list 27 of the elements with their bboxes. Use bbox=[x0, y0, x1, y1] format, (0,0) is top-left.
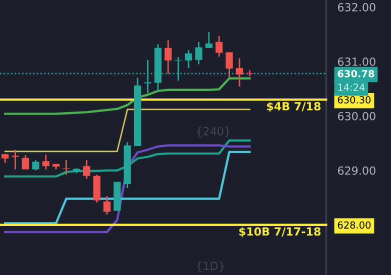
candlestick bbox=[216, 35, 223, 58]
text: 14:24 bbox=[338, 84, 365, 91]
y-tick-label: 630.30 bbox=[338, 96, 371, 104]
ref-line-label: $10B 7/17-18 bbox=[239, 227, 321, 238]
candlestick bbox=[184, 49, 192, 69]
candlestick bbox=[226, 52, 233, 79]
y-tick-label: 630.78 bbox=[338, 70, 374, 78]
candlestick bbox=[205, 31, 212, 49]
ref-line-label: $4B 7/18 bbox=[267, 102, 321, 112]
y-tick-label: 629.00 bbox=[338, 166, 376, 175]
candlestick bbox=[236, 58, 244, 88]
line-series bbox=[4, 77, 251, 115]
y-tick-label: 631.00 bbox=[338, 58, 376, 66]
y-tick-label: 628.00 bbox=[338, 221, 371, 229]
candlestick bbox=[32, 159, 40, 172]
candlestick bbox=[144, 59, 152, 94]
candlestick bbox=[42, 154, 50, 170]
line-series bbox=[4, 139, 251, 178]
y-tick-label: 630.00 bbox=[338, 112, 376, 120]
candlestick bbox=[164, 40, 172, 75]
y-tick-label: 632.00 bbox=[338, 3, 376, 12]
candlestick bbox=[62, 159, 70, 176]
candlestick bbox=[83, 159, 90, 180]
candlestick bbox=[103, 195, 111, 216]
candlestick bbox=[12, 149, 19, 170]
candlestick bbox=[195, 41, 202, 65]
candlestick bbox=[22, 154, 30, 170]
